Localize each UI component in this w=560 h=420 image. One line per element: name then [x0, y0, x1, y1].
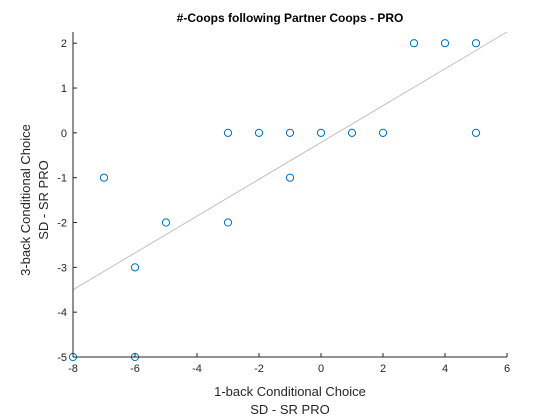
- x-tick-label: -6: [130, 363, 140, 375]
- data-points-layer: [68, 39, 481, 362]
- y-tick-label: 2: [61, 38, 67, 50]
- y-tick-label: 1: [61, 83, 67, 95]
- data-point: [471, 39, 481, 48]
- data-point: [347, 128, 357, 137]
- x-axis-label-line1: 1-back Conditional Choice: [214, 384, 366, 399]
- data-point: [254, 128, 264, 137]
- y-tick-label: -3: [57, 262, 67, 274]
- data-point: [316, 128, 326, 137]
- x-tick-label: 6: [504, 363, 510, 375]
- x-tick-label: -4: [192, 363, 202, 375]
- data-point: [99, 173, 109, 182]
- x-axis-label-line2: SD - SR PRO: [250, 402, 329, 417]
- x-tick-label: 2: [380, 363, 386, 375]
- y-tick-label: -4: [57, 307, 67, 319]
- y-tick-label: 0: [61, 128, 67, 140]
- y-tick-label: -1: [57, 173, 67, 185]
- data-point: [471, 128, 481, 137]
- data-point: [130, 263, 140, 272]
- fit-line: [72, 31, 508, 291]
- axes-layer: -8 -6 -4 -2 0 2 4 6 -5 -4 -3 -2 -1 0 1 2: [57, 32, 510, 375]
- data-point: [378, 128, 388, 137]
- fit-line-layer: [72, 31, 508, 291]
- x-tick-label: -8: [68, 363, 78, 375]
- y-axis-label-line1: 3-back Conditional Choice: [18, 124, 33, 276]
- x-tick-label: -2: [254, 363, 264, 375]
- data-point: [285, 173, 295, 182]
- x-tick-label: 0: [318, 363, 324, 375]
- data-point: [409, 39, 419, 48]
- y-axis-label-line2: SD - SR PRO: [36, 160, 51, 239]
- data-point: [223, 128, 233, 137]
- data-point: [440, 39, 450, 48]
- y-tick-label: -5: [57, 352, 67, 364]
- data-point: [223, 218, 233, 227]
- y-tick-label: -2: [57, 218, 67, 230]
- data-point: [285, 128, 295, 137]
- x-tick-label: 4: [442, 363, 448, 375]
- chart-title: #-Coops following Partner Coops - PRO: [177, 11, 404, 25]
- data-point: [161, 218, 171, 227]
